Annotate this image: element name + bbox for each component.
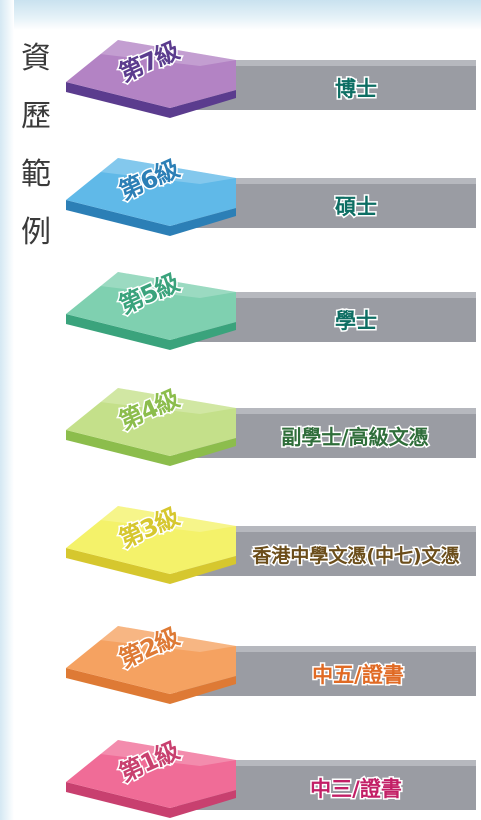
level-block [66,388,236,456]
qualification-band [178,178,476,228]
qualification-band [178,292,476,342]
qualification-label: 中三/證書 [310,777,402,801]
level-block [66,626,236,694]
qualification-band-highlight [178,646,476,652]
level-block-sheen [100,740,236,766]
level-block-sheen [100,272,236,298]
level-block [66,740,236,808]
qualification-band-highlight [178,760,476,766]
title-char: 例 [21,215,51,250]
level-block-edge [66,314,236,350]
qualification-band [178,760,476,810]
level-block-edge [66,548,236,584]
level-block-edge [66,200,236,236]
qualification-band-highlight [178,408,476,414]
level-block [66,506,236,574]
qualification-band [178,646,476,696]
qualification-band [178,408,476,458]
qualification-label: 碩士 [335,195,377,219]
qualification-band-highlight [178,178,476,184]
level-block-sheen [100,158,236,184]
qualification-band-highlight [178,292,476,298]
level-block-sheen [100,40,236,66]
level-block [66,272,236,340]
level-block-sheen [100,626,236,652]
level-block-edge [66,782,236,818]
level-block-edge [66,430,236,466]
level-block-edge [66,82,236,118]
vertical-title: 資 歷 範 例 [16,44,56,248]
top-gradient-band [0,0,481,30]
qualification-label: 副學士/高級文憑 [281,425,428,449]
title-char: 歷 [21,99,51,134]
qualification-band [178,526,476,576]
level-block-sheen [100,388,236,414]
level-block [66,40,236,108]
level-block-sheen [100,506,236,532]
qualification-label: 學士 [335,309,377,333]
left-gradient-band [0,0,14,820]
qualification-band-highlight [178,60,476,66]
qualification-label: 博士 [335,77,377,101]
qualification-label: 中五/證書 [312,663,404,687]
level-block [66,158,236,226]
qualification-band-highlight [178,526,476,532]
qualification-label: 香港中學文憑(中七)文憑 [251,544,459,567]
level-block-edge [66,668,236,704]
title-char: 範 [21,157,51,192]
title-char: 資 [21,41,51,76]
qualification-band [178,60,476,110]
